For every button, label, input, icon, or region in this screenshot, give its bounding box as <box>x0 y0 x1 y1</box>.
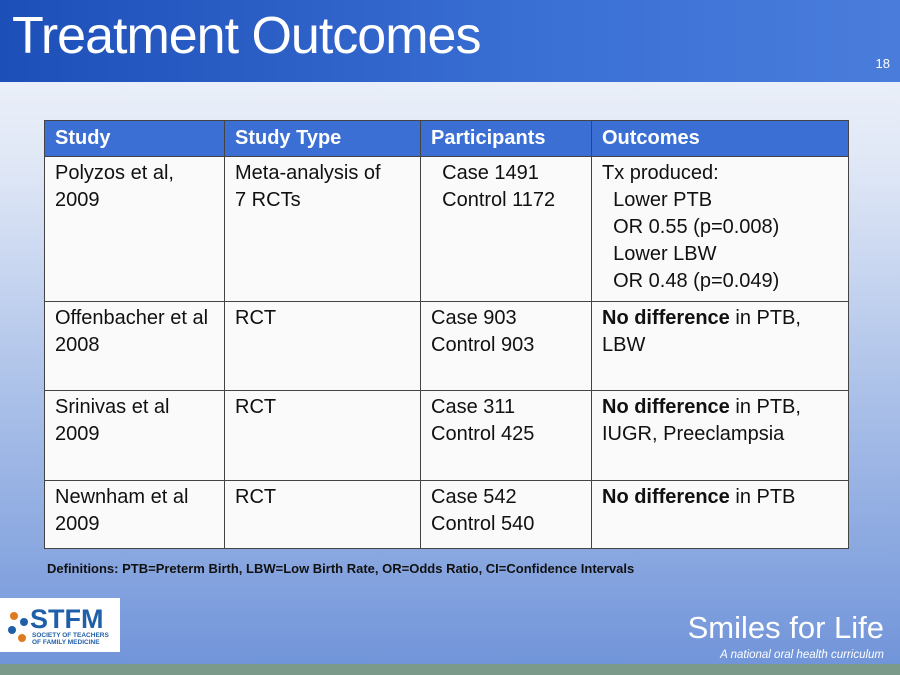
cell-line: 2008 <box>55 334 100 356</box>
cell-line: RCT <box>235 486 277 508</box>
cell-line: Control 540 <box>431 513 535 535</box>
table-cell: Offenbacher et al 2008 <box>44 301 225 391</box>
slide-title: Treatment Outcomes <box>12 7 481 65</box>
cell-line: Newnham et al <box>55 486 189 508</box>
table-cell: Newnham et al 2009 <box>44 480 225 549</box>
slide-number: 18 <box>875 56 890 71</box>
cell-bold: No difference <box>602 396 730 418</box>
table-row: Newnham et al 2009 RCT Case 542 Control 540 N… <box>44 480 849 549</box>
cell-line: OR 0.55 (p=0.008) <box>602 216 780 238</box>
bottom-strip <box>0 664 900 675</box>
cell-line: RCT <box>235 396 277 418</box>
brand-tagline: A national oral health curriculum <box>720 649 884 661</box>
table-cell: RCT <box>224 480 421 549</box>
table-cell: Case 903 Control 903 <box>420 301 592 391</box>
logo-name: STFM <box>30 604 104 634</box>
stfm-logo: STFM SOCIETY OF TEACHERS OF FAMILY MEDIC… <box>0 598 120 652</box>
cell-line: Polyzos et al, <box>55 162 174 184</box>
column-header: Outcomes <box>591 120 849 157</box>
cell-line: Control 1172 <box>431 189 556 211</box>
cell-line: No difference in PTB, LBW <box>602 305 839 359</box>
cell-line: OR 0.48 (p=0.049) <box>602 270 780 292</box>
table-row: Polyzos et al, 2009 Meta-analysis of 7 RCTs… <box>44 156 849 302</box>
table-cell: No difference in PTB, LBW <box>591 301 849 391</box>
cell-text: in PTB <box>729 486 796 508</box>
column-header: Study Type <box>224 120 421 157</box>
cell-line: Lower PTB <box>602 189 713 211</box>
cell-bold: No difference <box>602 307 730 329</box>
table-cell: Polyzos et al, 2009 <box>44 156 225 302</box>
cell-line: No difference in PTB, IUGR, Preeclampsia <box>602 394 839 448</box>
table-cell: Case 542 Control 540 <box>420 480 592 549</box>
table-cell: No difference in PTB, IUGR, Preeclampsia <box>591 390 849 481</box>
table-row: Offenbacher et al 2008 RCT Case 903 Control … <box>44 301 849 391</box>
cell-line: 7 RCTs <box>235 189 301 211</box>
cell-bold: No difference <box>602 486 730 508</box>
table-cell: RCT <box>224 301 421 391</box>
outcomes-table: Study Study Type Participants Outcomes Poly… <box>44 120 849 549</box>
definitions: Definitions: PTB=Preterm Birth, LBW=Low … <box>47 561 635 576</box>
cell-line: Offenbacher et al <box>55 307 209 329</box>
table-row: Srinivas et al 2009 RCT Case 311 Control 425… <box>44 390 849 481</box>
cell-line: 2009 <box>55 423 100 445</box>
table-cell: RCT <box>224 390 421 481</box>
cell-line: Case 1491 <box>431 162 539 184</box>
logo-icon <box>8 612 28 642</box>
cell-line: Lower LBW <box>602 243 717 265</box>
cell-line: Case 311 <box>431 396 516 418</box>
column-header: Participants <box>420 120 592 157</box>
table-cell: Tx produced: Lower PTB OR 0.55 (p=0.008)… <box>591 156 849 302</box>
cell-line: Case 542 <box>431 486 517 508</box>
table-cell: Meta-analysis of 7 RCTs <box>224 156 421 302</box>
cell-line: Tx produced: <box>602 162 719 184</box>
cell-line: Control 903 <box>431 334 535 356</box>
cell-line: No difference in PTB <box>602 484 839 511</box>
cell-line: Srinivas et al <box>55 396 170 418</box>
cell-text: in PTB, LBW <box>602 307 807 356</box>
cell-line: RCT <box>235 307 277 329</box>
title-bar <box>0 0 900 82</box>
table-cell: Srinivas et al 2009 <box>44 390 225 481</box>
cell-line: 2009 <box>55 513 100 535</box>
cell-line: Meta-analysis of <box>235 162 381 184</box>
table-cell: Case 1491 Control 1172 <box>420 156 592 302</box>
table-cell: Case 311 Control 425 <box>420 390 592 481</box>
brand: Smiles for Life <box>687 610 884 645</box>
cell-text: in PTB, IUGR, Preeclampsia <box>602 396 807 445</box>
logo-subtitle: SOCIETY OF TEACHERS OF FAMILY MEDICINE <box>32 632 109 646</box>
cell-line: Case 903 <box>431 307 517 329</box>
table-cell: No difference in PTB <box>591 480 849 549</box>
column-header: Study <box>44 120 225 157</box>
cell-line: Control 425 <box>431 423 535 445</box>
cell-line: 2009 <box>55 189 100 211</box>
